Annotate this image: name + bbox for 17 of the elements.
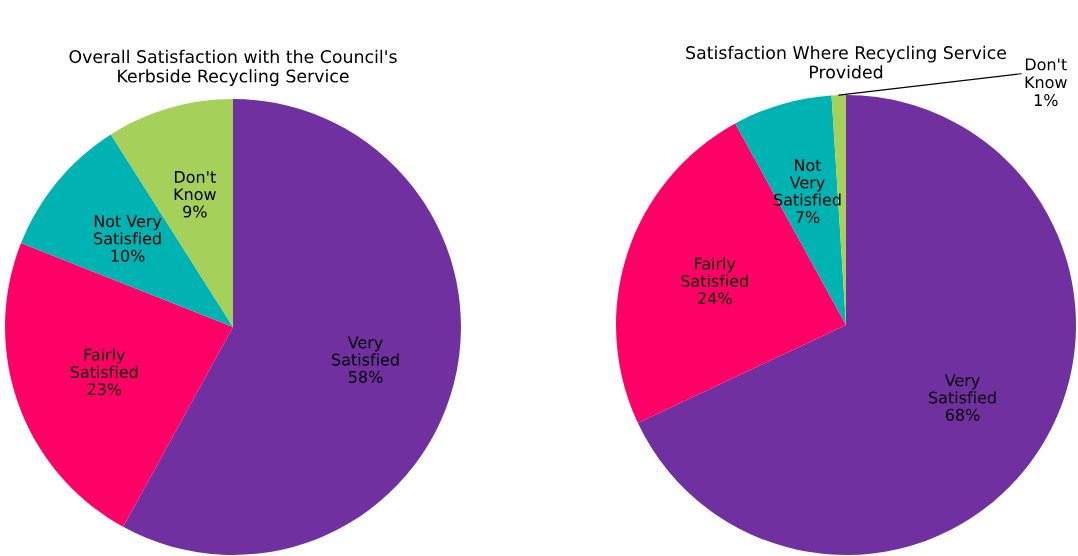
chart-title: Overall Satisfaction with the Council's Kerbside Recycling Service — [69, 49, 397, 86]
data-label: 1% — [1034, 94, 1058, 107]
data-label: 7% — [796, 210, 820, 224]
slice-label: Don't Know — [1025, 58, 1067, 89]
slice-label: Very Satisfied — [332, 336, 399, 366]
slice-label: Fairly Satisfied — [70, 348, 138, 378]
slice-label: Fairly Satisfied — [681, 257, 748, 287]
data-label: 23% — [87, 383, 122, 396]
chart-title: Satisfaction Where Recycling Service Provided — [686, 45, 1007, 79]
slice-label: Don't Know — [174, 171, 216, 201]
data-label: 10% — [111, 249, 145, 262]
data-label: 68% — [945, 408, 980, 421]
data-label: 24% — [698, 292, 732, 305]
slice-label: Very Satisfied — [929, 374, 996, 404]
data-label: 9% — [183, 205, 207, 218]
data-label: 58% — [348, 370, 383, 383]
slice-label: Not Very Satisfied — [94, 215, 162, 245]
